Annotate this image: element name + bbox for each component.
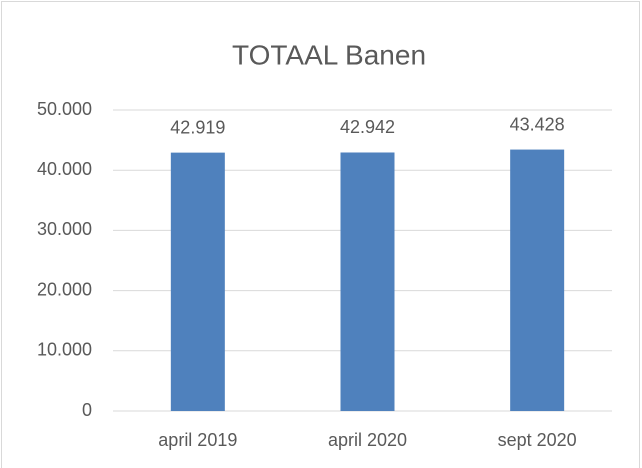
bar — [340, 152, 395, 411]
y-tick-label: 0 — [82, 400, 92, 420]
chart-title: TOTAAL Banen — [232, 39, 426, 70]
x-tick-label: april 2019 — [158, 430, 237, 450]
x-tick-label: april 2020 — [328, 430, 407, 450]
data-label: 42.919 — [170, 117, 225, 137]
bar — [170, 152, 225, 411]
bar — [510, 149, 565, 411]
y-tick-label: 10.000 — [37, 340, 92, 360]
data-label: 42.942 — [340, 117, 395, 137]
x-tick-label: sept 2020 — [498, 430, 577, 450]
data-label: 43.428 — [510, 114, 565, 134]
y-tick-label: 50.000 — [37, 99, 92, 119]
y-tick-label: 30.000 — [37, 219, 92, 239]
y-tick-label: 40.000 — [37, 159, 92, 179]
y-tick-label: 20.000 — [37, 279, 92, 299]
